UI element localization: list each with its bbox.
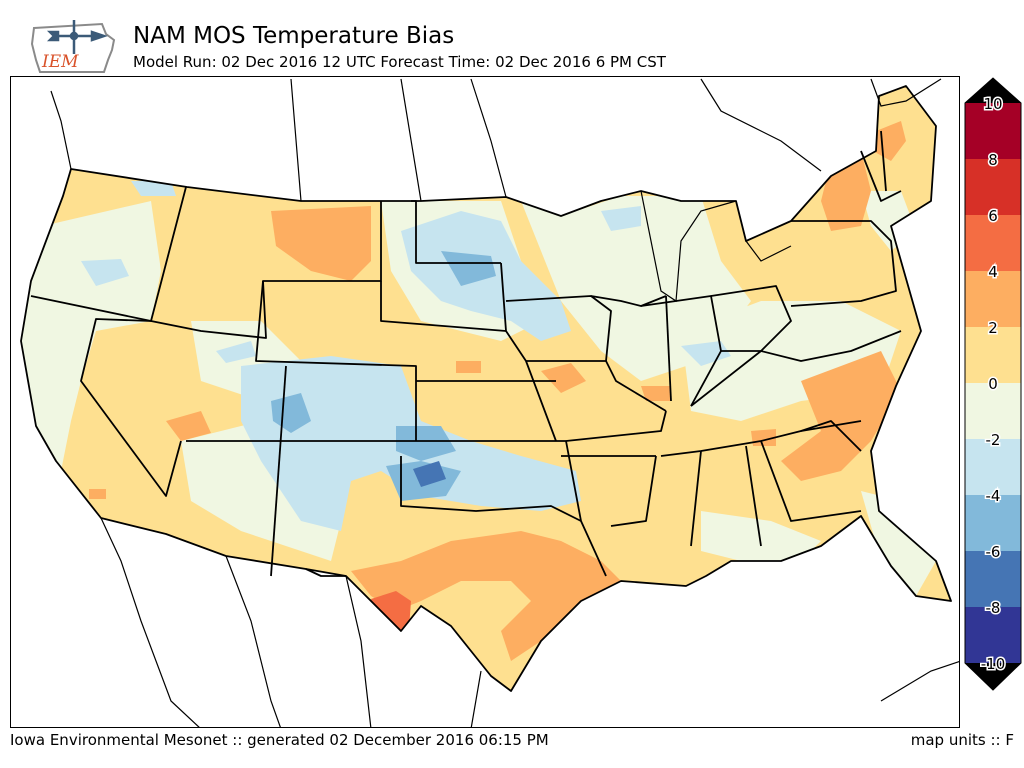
colorbar-segment-neg2-to-0 [965,383,1021,439]
colorbar-segment-neg4-to-neg2 [965,439,1021,495]
bias-areas-neg8-to-neg6 [413,461,446,487]
logo-text: IEM [41,52,79,72]
footer-map-units: map units :: F [910,731,1014,749]
colorbar-segment-6-to-8 [965,159,1021,215]
colorbar-segment-8-to-10 [965,103,1021,159]
colorbar-tick-label: -4 [986,487,1001,505]
colorbar-under-arrow [965,663,1021,690]
colorbar-tick-label: -2 [986,431,1001,449]
colorbar: 10 8 6 4 2 0 -2 -4 -6 -8 -10 [964,77,1022,691]
colorbar-segment-0-to-2 [965,327,1021,383]
colorbar-tick-label: 6 [988,207,998,225]
colorbar-tick-label: 4 [988,263,998,281]
colorbar-tick-label: 2 [988,319,998,337]
colorbar-segment-neg8-to-neg6 [965,551,1021,607]
colorbar-tick-label: -10 [981,655,1006,673]
bias-map-canvas [20,78,959,727]
colorbar-segment-2-to-4 [965,271,1021,327]
colorbar-segment-4-to-6 [965,215,1021,271]
colorbar-tick-label: 10 [983,95,1002,113]
bias-fill-layer [21,86,951,691]
footer-credit: Iowa Environmental Mesonet :: generated … [10,731,549,749]
colorbar-outline [964,77,1022,691]
colorbar-tick-label: 0 [988,375,998,393]
colorbar-tick-label: -8 [986,599,1001,617]
colorbar-tick-label: -6 [986,543,1001,561]
iem-logo: IEM [30,20,116,73]
colorbar-tick-labels: 10 8 6 4 2 0 -2 -4 -6 -8 -10 [979,94,1007,675]
weather-vane-icon [46,20,108,54]
map-title: NAM MOS Temperature Bias [133,23,455,49]
colorbar-tick-label: 8 [988,151,998,169]
neighbor-boundaries [50,78,959,727]
colorbar-segment-neg10-to-neg8 [965,607,1021,663]
map-subtitle: Model Run: 02 Dec 2016 12 UTC Forecast T… [133,53,666,71]
colorbar-over-arrow [965,78,1021,103]
colorbar-segment-neg6-to-neg4 [965,495,1021,551]
bias-map [10,76,960,728]
